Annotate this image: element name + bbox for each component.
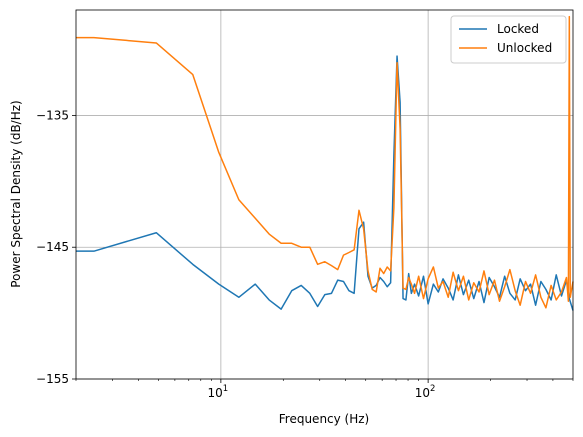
x-tick-label: 102 [415,384,436,400]
y-tick-label: −145 [36,240,69,254]
series-line-locked [76,55,574,311]
legend: Locked Unlocked [450,15,567,64]
series-layer [76,15,574,311]
y-tick-label: −135 [36,108,69,122]
legend-label-unlocked: Unlocked [497,41,552,55]
x-axis-title: Frequency (Hz) [279,412,370,426]
plot-frame [75,9,574,380]
legend-box [450,15,567,64]
y-tick-label: −155 [36,372,69,386]
y-axis-ticks: −135 −145 −155 [36,108,76,386]
legend-label-locked: Locked [497,22,539,36]
x-tick-label: 101 [208,384,229,400]
grid [76,10,573,380]
series-line-unlocked [76,15,574,309]
y-axis-title: Power Spectral Density (dB/Hz) [9,100,23,287]
x-axis-ticks: 101 102 [75,379,574,400]
